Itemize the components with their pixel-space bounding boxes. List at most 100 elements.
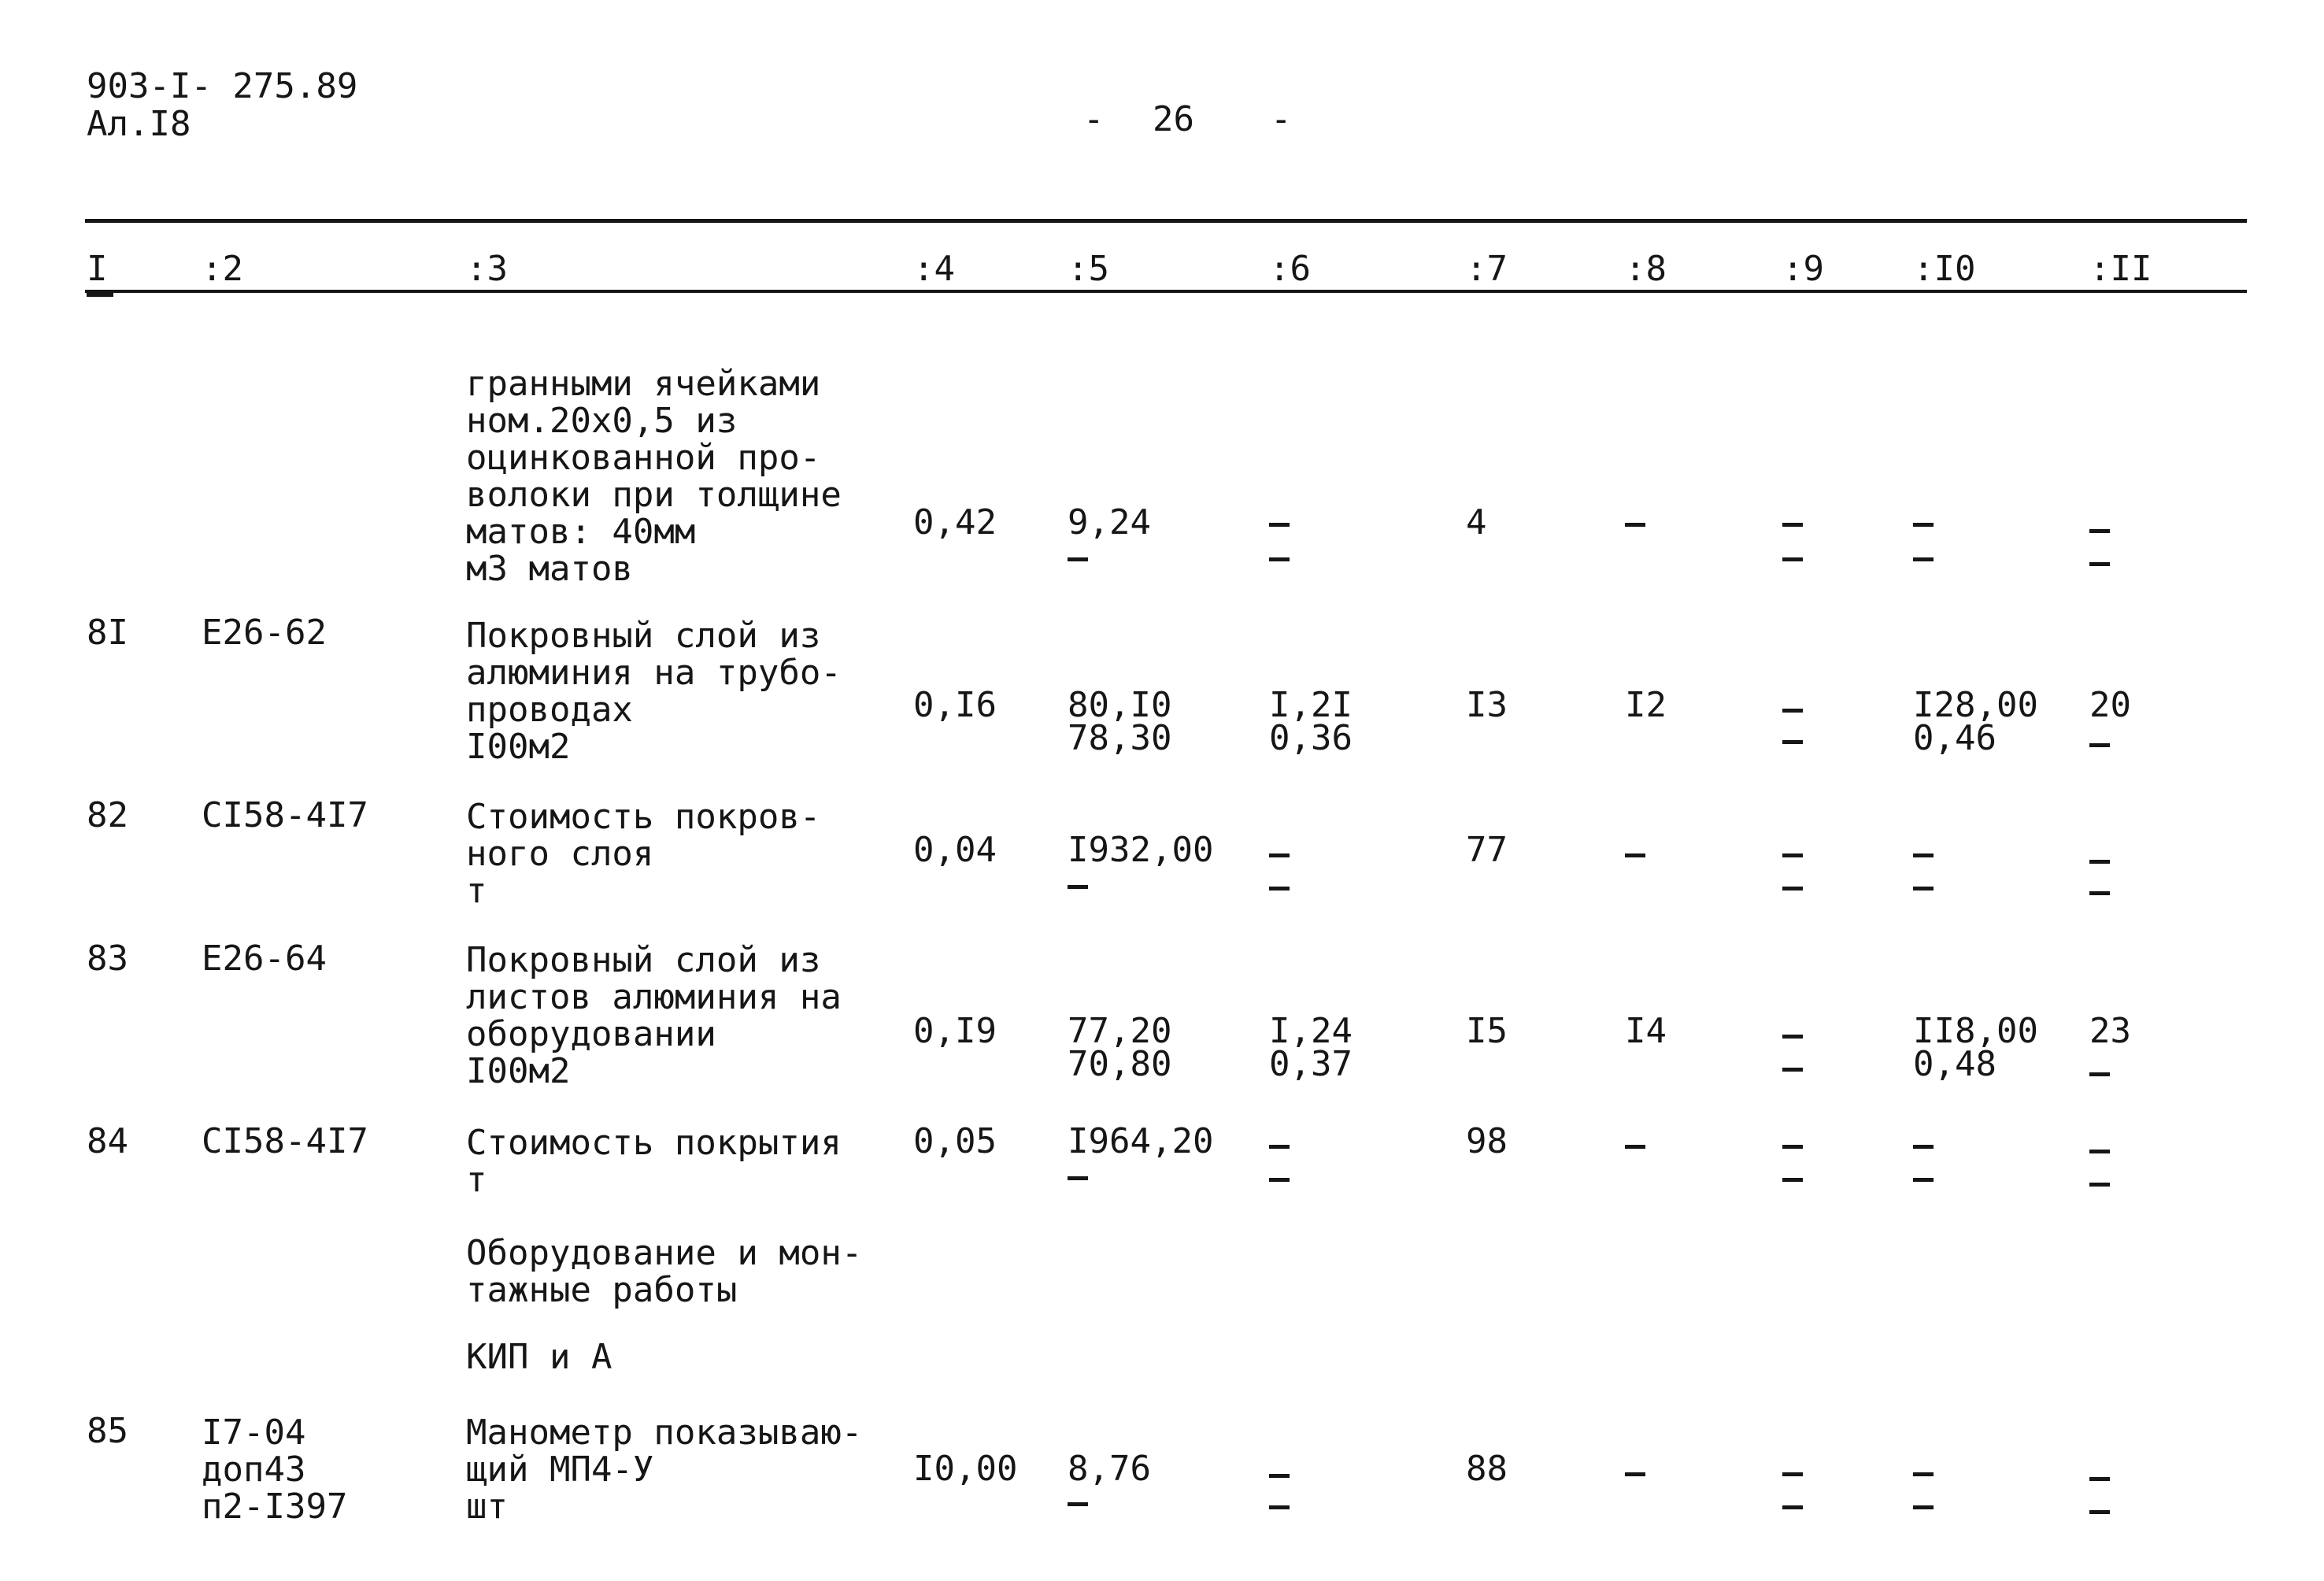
dash-mark <box>1269 1178 1290 1182</box>
labor-sub-cell: 0,36 <box>1269 718 1353 758</box>
dash-mark <box>1782 887 1803 890</box>
column-header: :5 <box>1068 249 1109 289</box>
dash-mark <box>1913 1145 1934 1149</box>
unit-cost-cell: 9,24 <box>1068 502 1151 542</box>
dash-mark <box>2089 1510 2110 1514</box>
total-cost-cell: I5 <box>1466 1011 1508 1051</box>
column-header: :9 <box>1782 249 1824 289</box>
labor-hours-sub-cell: 0,48 <box>1913 1044 1996 1084</box>
column-one-underline <box>87 293 113 297</box>
labor-cell: I,2I <box>1269 685 1353 725</box>
column-header: :8 <box>1625 249 1667 289</box>
dash-mark <box>1782 1505 1803 1509</box>
total-hours-cell: 20 <box>2089 685 2131 725</box>
labor-hours-sub-cell: 0,46 <box>1913 718 1996 758</box>
dash-mark <box>1625 1145 1645 1149</box>
page-dash-right: - <box>1271 99 1292 139</box>
row-number: 83 <box>87 939 128 979</box>
dash-mark <box>2089 562 2110 566</box>
column-header: :II <box>2089 249 2152 289</box>
document-code: 903-I- 275.89 <box>87 66 358 106</box>
rate-code: СI58-4I7 <box>202 795 368 835</box>
dash-mark <box>2089 743 2110 747</box>
dash-mark <box>1782 1145 1803 1149</box>
column-header: :2 <box>202 249 243 289</box>
quantity-cell: 0,42 <box>913 502 997 542</box>
dash-mark <box>1625 1472 1645 1476</box>
item-description: Манометр показываю- щий МП4-У шт <box>466 1413 863 1527</box>
row-number: 8I <box>87 613 128 653</box>
row-number: 85 <box>87 1411 128 1451</box>
quantity-cell: 0,05 <box>913 1121 997 1161</box>
dash-mark <box>2089 860 2110 864</box>
dash-mark <box>1068 557 1088 561</box>
unit-cost-cell: 77,20 <box>1068 1011 1172 1051</box>
column-header: :3 <box>466 249 508 289</box>
page-dash-left: - <box>1083 99 1105 139</box>
column-header: I <box>87 249 108 289</box>
column-header: :4 <box>913 249 955 289</box>
labor-cell: I,24 <box>1269 1011 1353 1051</box>
item-description: Покровный слой из листов алюминия на обо… <box>466 940 842 1091</box>
unit-cost-cell: I964,20 <box>1068 1121 1214 1161</box>
dash-mark <box>1269 557 1290 561</box>
dash-mark <box>1782 557 1803 561</box>
dash-mark <box>1782 1035 1803 1039</box>
unit-cost-cell: I932,00 <box>1068 830 1214 870</box>
dash-mark <box>1782 523 1803 527</box>
table-top-rule <box>85 219 2247 223</box>
labor-hours-cell: I28,00 <box>1913 685 2038 725</box>
dash-mark <box>1782 740 1803 744</box>
dash-mark <box>2089 1183 2110 1187</box>
rate-code: Е26-62 <box>202 613 327 653</box>
dash-mark <box>1913 1472 1934 1476</box>
dash-mark <box>1913 1505 1934 1509</box>
unit-cost-sub-cell: 70,80 <box>1068 1044 1172 1084</box>
dash-mark <box>1782 1068 1803 1072</box>
rate-code: I7-04 доп43 п2-I397 <box>202 1413 348 1527</box>
dash-mark <box>2089 1072 2110 1076</box>
column-header: :6 <box>1269 249 1311 289</box>
total-cost-cell: I3 <box>1466 685 1508 725</box>
unit-cost-sub-cell: 78,30 <box>1068 718 1172 758</box>
item-description: Стоимость покрытия т <box>466 1123 842 1200</box>
unit-cost-cell: 8,76 <box>1068 1449 1151 1489</box>
dash-mark <box>1913 887 1934 890</box>
total-cost-cell: 77 <box>1466 830 1508 870</box>
dash-mark <box>1625 853 1645 857</box>
dash-mark <box>1625 523 1645 527</box>
header-bottom-rule <box>85 290 2247 293</box>
dash-mark <box>1068 885 1088 889</box>
dash-mark <box>1269 853 1290 857</box>
dash-mark <box>1782 1472 1803 1476</box>
dash-mark <box>2089 891 2110 895</box>
total-cost-cell: 4 <box>1466 502 1487 542</box>
dash-mark <box>2089 1150 2110 1153</box>
page-number: 26 <box>1153 99 1194 139</box>
row-number: 82 <box>87 795 128 835</box>
section-heading: Оборудование и мон- тажные работы <box>466 1233 863 1310</box>
quantity-cell: 0,04 <box>913 830 997 870</box>
total-labor-cell: I4 <box>1625 1011 1667 1051</box>
dash-mark <box>1269 887 1290 890</box>
rate-code: Е26-64 <box>202 939 327 979</box>
quantity-cell: 0,I9 <box>913 1011 997 1051</box>
dash-mark <box>1269 1145 1290 1149</box>
dash-mark <box>1269 1505 1290 1509</box>
dash-mark <box>2089 1477 2110 1481</box>
dash-mark <box>1068 1502 1088 1506</box>
dash-mark <box>1269 523 1290 527</box>
column-header: :I0 <box>1913 249 1976 289</box>
dash-mark <box>1269 1474 1290 1478</box>
dash-mark <box>1913 557 1934 561</box>
total-cost-cell: 88 <box>1466 1449 1508 1489</box>
total-cost-cell: 98 <box>1466 1121 1508 1161</box>
item-description: Покровный слой из алюминия на трубо- про… <box>466 616 842 767</box>
dash-mark <box>1782 853 1803 857</box>
labor-sub-cell: 0,37 <box>1269 1044 1353 1084</box>
item-description: Стоимость покров- ного слоя т <box>466 797 821 911</box>
quantity-cell: I0,00 <box>913 1449 1018 1489</box>
row-number: 84 <box>87 1121 128 1161</box>
quantity-cell: 0,I6 <box>913 685 997 725</box>
album-number: Ал.I8 <box>87 104 191 144</box>
